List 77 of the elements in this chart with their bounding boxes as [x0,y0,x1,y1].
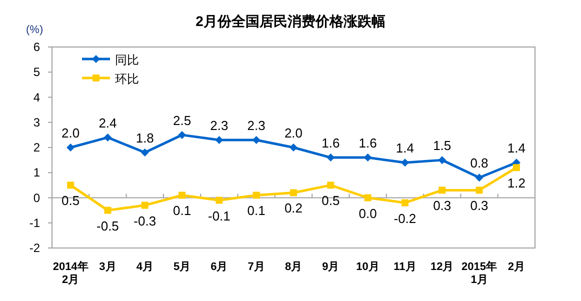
data-label: 2.5 [173,112,192,128]
data-label: -0.1 [208,208,230,224]
legend-label: 环比 [115,72,139,86]
data-label: 0.5 [322,193,340,208]
x-tick-label: 2015年 1月 [462,260,498,286]
point [364,154,372,162]
y-tick-label: 1 [33,166,40,180]
x-tick-label: 6月 [210,261,228,273]
point [476,186,483,194]
data-label: 1.5 [433,138,452,154]
point [252,192,260,199]
data-label: -0.5 [96,218,119,234]
point [327,182,334,189]
x-tick-label: 9月 [322,261,340,273]
point [104,133,112,142]
point [326,154,335,162]
x-tick-label: 10月 [356,261,380,273]
data-label: 1.2 [507,176,526,191]
point [438,186,446,194]
x-tick-label: 3月 [99,261,116,273]
y-tick-label: -2 [29,241,40,255]
point [66,144,75,152]
y-tick-label: 6 [33,40,40,54]
y-tick-label: -1 [29,216,40,230]
y-tick-label: 2 [33,140,40,154]
data-label: 0.0 [358,206,377,221]
data-label: 0.3 [470,198,488,214]
y-tick-label: 3 [33,115,40,130]
point [178,130,186,139]
y-axis-title: (%) [26,24,44,36]
point [141,202,148,209]
data-label: 0.2 [284,200,303,216]
data-label: 2.4 [98,115,117,130]
point [438,156,446,164]
data-label: 1.8 [136,130,154,146]
data-label: 1.6 [358,136,377,151]
y-tick-label: 5 [33,65,40,80]
point [67,182,74,189]
chart-title: 2月份全国居民消费价格涨跌幅 [196,13,386,29]
point [178,192,186,199]
data-label: -0.3 [134,213,156,228]
point [290,144,298,152]
x-tick-label: 12月 [430,261,454,273]
point [401,199,408,206]
data-label: 0.1 [247,203,266,218]
point [290,189,297,196]
point [216,196,223,204]
data-label: -0.2 [394,210,416,226]
y-tick-label: 4 [33,90,40,104]
data-label: 0.8 [470,156,488,171]
data-label: 1.4 [396,140,414,156]
data-label: 2.0 [62,126,80,140]
data-label: 2.3 [210,118,228,133]
point [364,194,372,202]
point [400,158,409,167]
data-label: 1.4 [507,140,526,156]
x-tick-label: 4月 [136,261,154,273]
point [140,148,149,157]
x-tick-label: 5月 [173,261,191,273]
point [475,174,484,182]
x-tick-label: 8月 [284,261,302,273]
data-label: 2.0 [284,126,303,140]
legend-label: 同比 [115,53,139,67]
point [104,206,112,214]
x-tick-label: 2月 [508,261,525,273]
y-tick-label: 0 [33,190,40,205]
data-label: 1.6 [322,136,340,151]
data-label: 0.5 [62,193,80,208]
x-tick-label: 2014年 2月 [52,260,88,286]
x-tick-label: 7月 [248,261,265,273]
point [512,164,520,172]
data-label: 0.3 [433,198,452,214]
data-label: 2.3 [247,118,266,133]
data-label: 0.1 [173,203,192,218]
x-tick-label: 11月 [394,261,416,273]
point [215,136,224,144]
point [252,136,260,144]
